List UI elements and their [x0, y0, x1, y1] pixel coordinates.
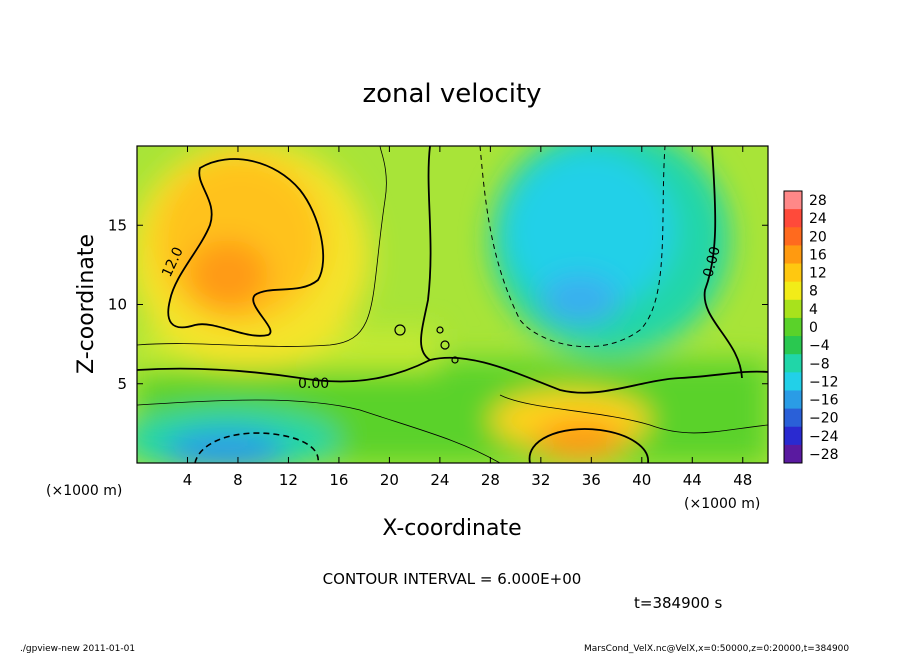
y-tick-label: 5 — [117, 375, 127, 393]
chart-title: zonal velocity — [362, 79, 541, 109]
colorbar-bin — [784, 372, 802, 391]
colorbar-bin — [784, 390, 802, 410]
time-label: t=384900 s — [634, 594, 722, 612]
x-tick-label: 48 — [733, 471, 752, 489]
colorbar-label: −24 — [809, 429, 839, 445]
x-tick-label: 24 — [430, 471, 449, 489]
x-tick-label: 32 — [531, 471, 550, 489]
x-tick-label: 4 — [183, 471, 193, 489]
contour-interval-label: CONTOUR INTERVAL = 6.000E+00 — [323, 570, 582, 588]
colorbar-bin — [784, 281, 802, 301]
y-axis-ticks: 5 10 15 — [108, 216, 768, 393]
colorbar-label: 28 — [809, 193, 827, 209]
colorbar-label: 20 — [809, 229, 827, 245]
colorbar-bin — [784, 426, 802, 446]
colorbar-label: −20 — [809, 411, 839, 427]
colorbar: 28 24 20 16 12 8 4 0 −4 −8 −12 −16 −20 −24 −28 — [783, 190, 839, 464]
y-axis-unit: (×1000 m) — [684, 496, 760, 512]
colorbar-bin — [784, 444, 802, 464]
contour-lines — [137, 146, 768, 463]
colorbar-label: 16 — [809, 247, 827, 263]
x-tick-label: 40 — [632, 471, 651, 489]
x-tick-label: 12 — [279, 471, 298, 489]
colorbar-bin — [784, 209, 802, 228]
colorbar-bin — [784, 245, 802, 265]
x-axis-unit: (×1000 m) — [46, 483, 122, 499]
colorbar-bin — [784, 317, 802, 337]
colorbar-label: 0 — [809, 320, 818, 336]
colorbar-label: −4 — [809, 338, 830, 354]
y-axis-title: Z-coordinate — [74, 234, 99, 374]
colorbar-bin — [784, 263, 802, 283]
colorbar-label: −28 — [809, 447, 839, 463]
colorbar-bin — [784, 227, 802, 246]
y-tick-label: 15 — [108, 216, 127, 234]
colorbar-bin — [784, 354, 802, 373]
x-axis-ticks: 4 8 12 16 20 24 28 32 36 40 44 48 — [183, 146, 752, 489]
x-tick-label: 20 — [380, 471, 399, 489]
x-tick-label: 8 — [233, 471, 243, 489]
x-axis-title: X-coordinate — [382, 516, 521, 541]
heatmap-field — [137, 146, 768, 463]
colorbar-label: 24 — [809, 211, 827, 227]
x-tick-label: 36 — [582, 471, 601, 489]
x-tick-label: 44 — [683, 471, 702, 489]
contour-label: 0.00 — [298, 376, 329, 392]
colorbar-bin — [784, 336, 802, 355]
contour-label: 0.00 — [700, 245, 724, 279]
y-tick-label: 10 — [108, 296, 127, 314]
colorbar-bin — [784, 408, 802, 428]
colorbar-label: 8 — [809, 284, 818, 300]
colorbar-label: −12 — [809, 374, 839, 390]
footer-right: MarsCond_VelX.nc@VelX,x=0:50000,z=0:2000… — [584, 644, 849, 654]
colorbar-frame — [783, 190, 803, 464]
colorbar-label: −16 — [809, 393, 839, 409]
colorbar-bin — [784, 191, 802, 210]
footer-left: ./gpview-new 2011-01-01 — [20, 644, 135, 654]
colorbar-label: 4 — [809, 302, 818, 318]
x-tick-label: 16 — [329, 471, 348, 489]
colorbar-label: 12 — [809, 266, 827, 282]
x-tick-label: 28 — [481, 471, 500, 489]
colorbar-bin — [784, 299, 802, 319]
colorbar-label: −8 — [809, 356, 830, 372]
